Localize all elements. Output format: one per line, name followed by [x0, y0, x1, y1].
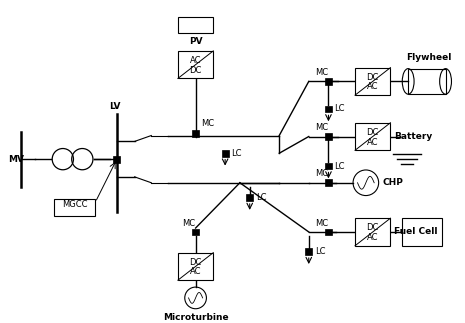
Text: DC: DC: [189, 66, 202, 75]
Bar: [306, 248, 312, 255]
Text: LC: LC: [231, 149, 241, 158]
Text: MV: MV: [9, 155, 25, 164]
Bar: [54, 199, 95, 216]
Text: MGCC: MGCC: [62, 200, 87, 209]
Text: DC: DC: [189, 258, 202, 267]
Text: MC: MC: [315, 169, 328, 178]
Text: LC: LC: [256, 193, 266, 202]
Bar: [355, 123, 391, 150]
Text: CHP: CHP: [383, 178, 404, 187]
Bar: [178, 253, 213, 280]
Text: LC: LC: [334, 104, 345, 113]
Bar: [246, 194, 253, 201]
Bar: [325, 162, 332, 170]
Text: MC: MC: [201, 119, 215, 128]
Bar: [355, 218, 391, 246]
Text: AC: AC: [367, 233, 379, 242]
Text: MC: MC: [315, 123, 328, 132]
Text: Flywheel: Flywheel: [406, 53, 452, 62]
Bar: [178, 51, 213, 78]
Text: AC: AC: [367, 82, 379, 91]
Text: DC: DC: [366, 73, 379, 82]
Bar: [178, 17, 213, 33]
Bar: [325, 78, 332, 85]
Bar: [402, 218, 442, 246]
Bar: [192, 130, 199, 137]
Bar: [355, 68, 391, 95]
Text: Microturbine: Microturbine: [163, 313, 228, 322]
Bar: [325, 133, 332, 140]
Text: LC: LC: [334, 162, 345, 171]
Text: PV: PV: [189, 36, 202, 46]
Bar: [222, 150, 229, 157]
Bar: [192, 229, 199, 235]
Text: AC: AC: [190, 56, 201, 65]
Bar: [325, 229, 332, 235]
Text: MC: MC: [315, 68, 328, 77]
Text: MC: MC: [182, 219, 195, 228]
Text: DC: DC: [366, 128, 379, 137]
Text: LV: LV: [109, 102, 120, 111]
Text: MC: MC: [315, 219, 328, 228]
Text: Battery: Battery: [394, 132, 432, 141]
Bar: [325, 179, 332, 186]
Text: DC: DC: [366, 223, 379, 232]
Bar: [325, 106, 332, 112]
Bar: [113, 156, 120, 162]
Text: LC: LC: [315, 247, 325, 256]
Text: Fuel Cell: Fuel Cell: [394, 227, 438, 236]
Bar: [408, 68, 445, 94]
Text: AC: AC: [367, 138, 379, 147]
Text: AC: AC: [190, 267, 201, 276]
